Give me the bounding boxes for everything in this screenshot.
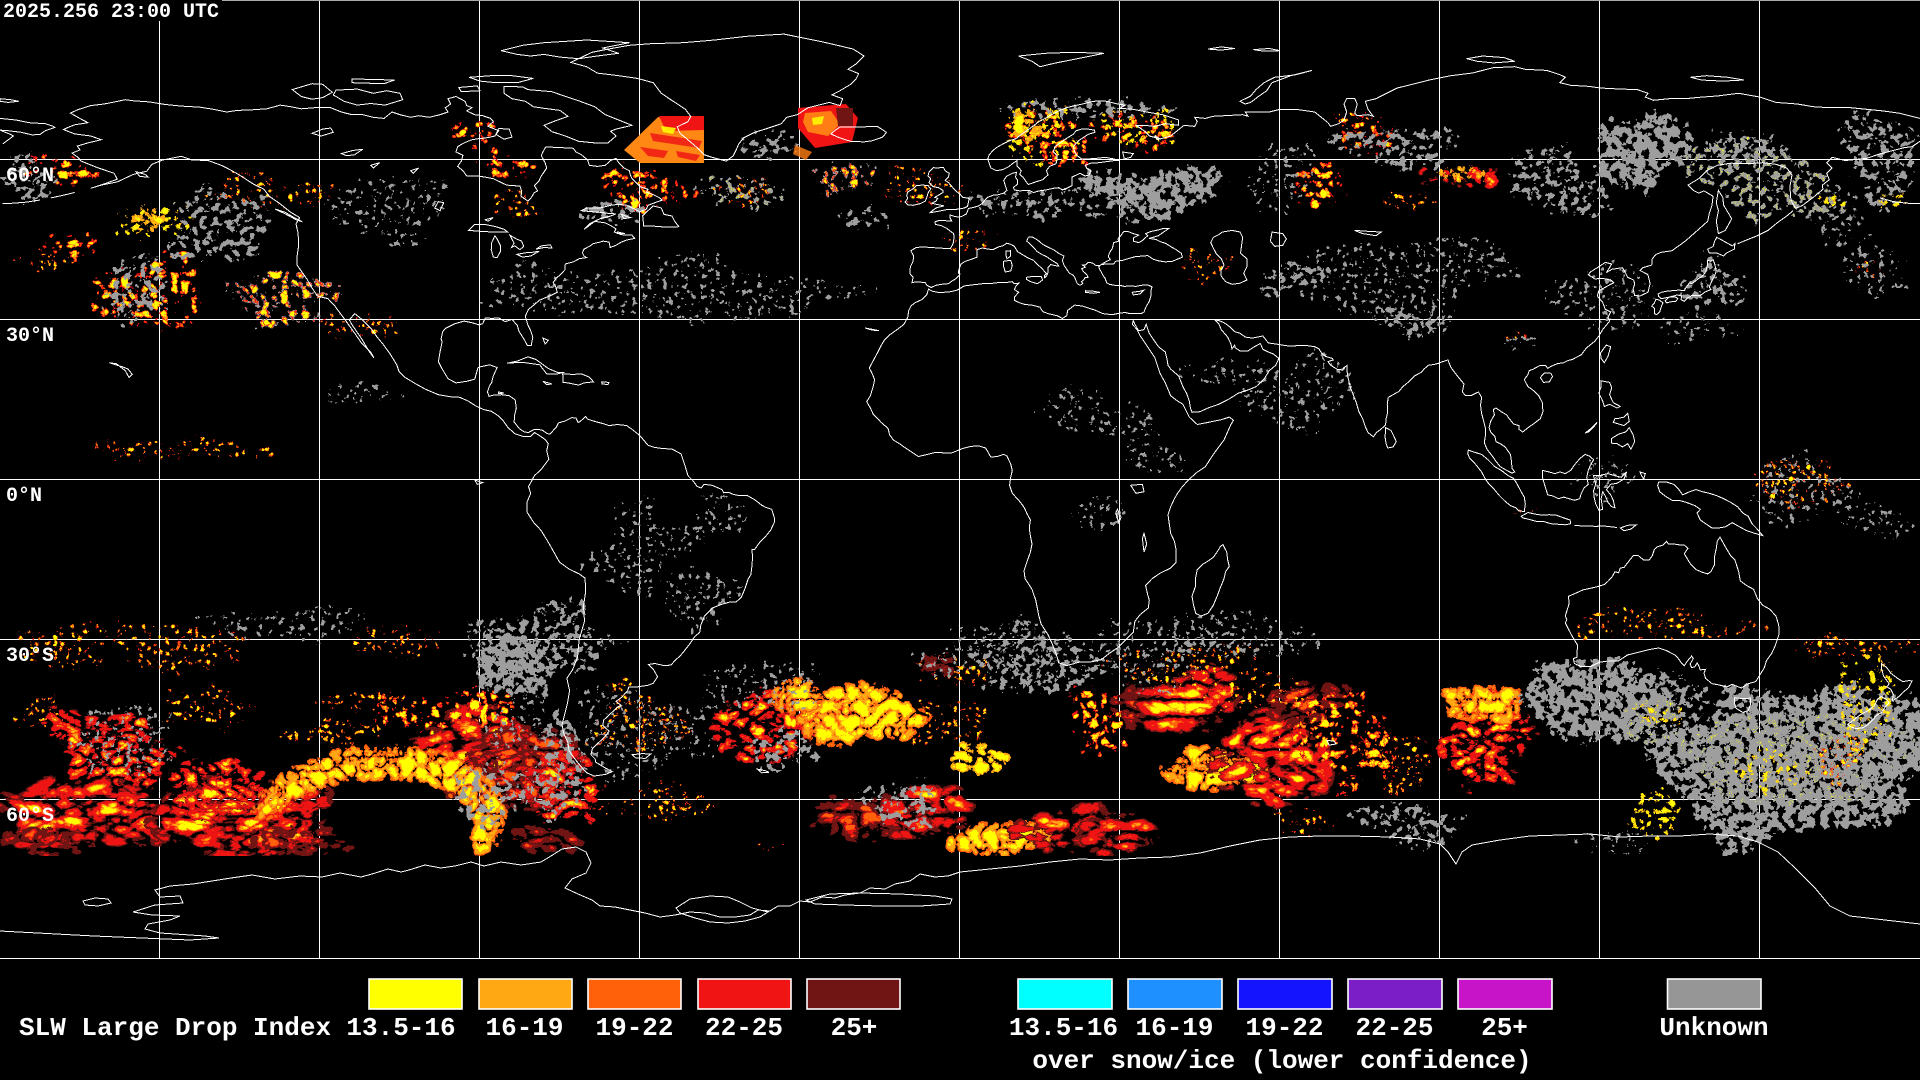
svg-text:16-19: 16-19 [485,1013,563,1043]
svg-text:60°N: 60°N [6,165,54,188]
svg-text:25+: 25+ [1481,1013,1528,1043]
svg-text:0°N: 0°N [6,485,42,508]
svg-text:2025.256 23:00 UTC: 2025.256 23:00 UTC [3,1,219,24]
svg-text:13.5-16: 13.5-16 [1009,1013,1118,1043]
svg-text:Unknown: Unknown [1659,1013,1768,1043]
svg-text:22-25: 22-25 [705,1013,783,1043]
svg-text:13.5-16: 13.5-16 [346,1013,455,1043]
svg-text:60°S: 60°S [6,805,54,828]
svg-text:19-22: 19-22 [595,1013,673,1043]
svg-text:over snow/ice (lower confidenc: over snow/ice (lower confidence) [1032,1046,1531,1076]
svg-text:25+: 25+ [831,1013,878,1043]
svg-text:SLW Large Drop Index: SLW Large Drop Index [19,1013,331,1043]
svg-text:22-25: 22-25 [1355,1013,1433,1043]
svg-text:30°N: 30°N [6,325,54,348]
svg-text:19-22: 19-22 [1245,1013,1323,1043]
svg-text:16-19: 16-19 [1135,1013,1213,1043]
svg-text:30°S: 30°S [6,645,54,668]
